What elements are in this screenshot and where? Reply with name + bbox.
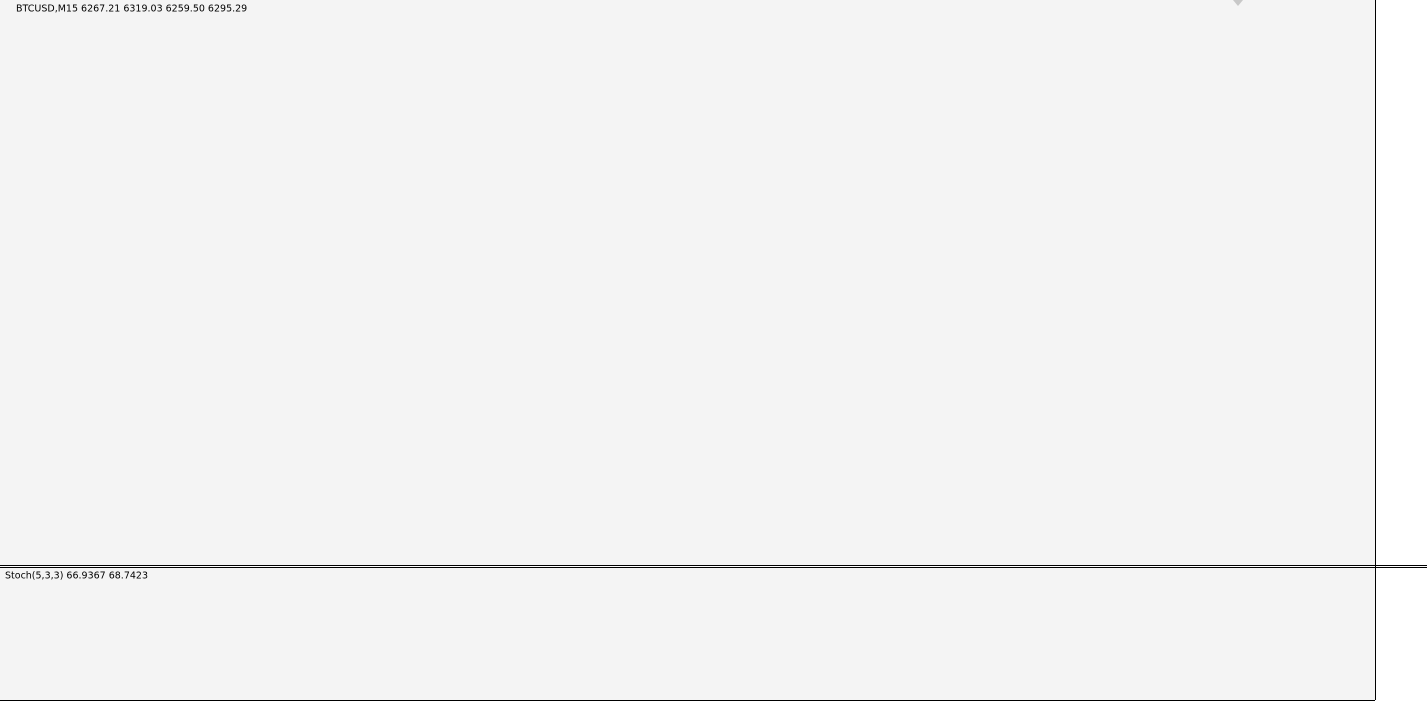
shift-marker — [1233, 0, 1243, 6]
chart-title: BTCUSD,M15 6267.21 6319.03 6259.50 6295.… — [16, 4, 247, 15]
price-panel — [0, 0, 1375, 565]
stoch-panel — [0, 567, 1375, 700]
indicator-title: Stoch(5,3,3) 66.9367 68.7423 — [5, 571, 148, 582]
